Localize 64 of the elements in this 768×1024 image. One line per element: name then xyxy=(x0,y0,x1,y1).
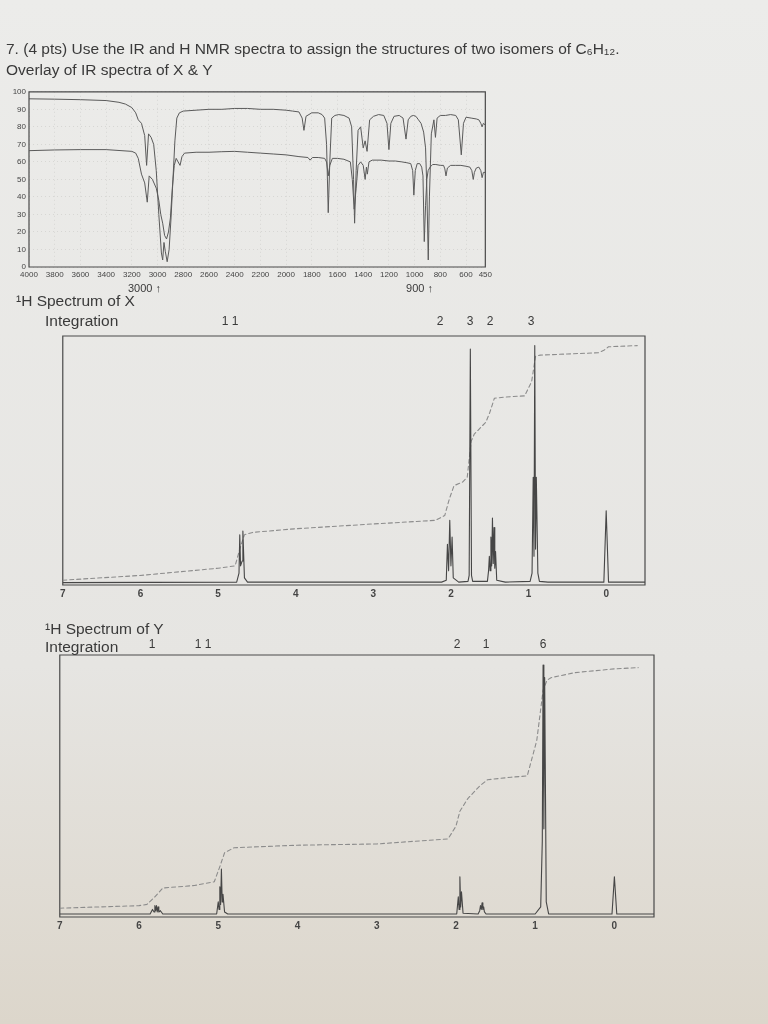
text: 3 xyxy=(466,314,474,329)
x-tick-label: 7 xyxy=(60,587,66,599)
text: 3 xyxy=(527,314,535,329)
y-tick-label: 40 xyxy=(17,192,27,202)
y-tick-label: 50 xyxy=(17,174,27,184)
x-tick-label: 3800 xyxy=(45,270,65,279)
x-tick-label: 3000 xyxy=(148,270,167,279)
y-tick-label: 30 xyxy=(17,209,27,219)
x-tick-label: 2600 xyxy=(200,270,219,279)
x-tick-label: 4 xyxy=(292,587,299,599)
x-tick-label: 1 xyxy=(525,587,532,599)
text: 2 xyxy=(453,637,461,652)
y-tick-label: 60 xyxy=(17,157,27,167)
x-tick-label: 6 xyxy=(137,587,144,599)
x-tick-label: 3 xyxy=(373,919,380,931)
x-tick-label: 7 xyxy=(57,919,63,931)
y-tick-label: 20 xyxy=(17,227,27,237)
x-tick-label: 2 xyxy=(453,919,460,931)
x-tick-label: 3200 xyxy=(122,270,142,279)
x-tick-label: 0 xyxy=(611,919,618,931)
text: 900 ↑ xyxy=(406,282,433,295)
x-tick-label: 0 xyxy=(603,587,610,599)
x-tick-label: 5 xyxy=(215,919,222,931)
y-tick-label: 0 xyxy=(21,262,27,272)
x-tick-label: 1800 xyxy=(302,270,322,279)
x-tick-label: 2000 xyxy=(277,270,296,279)
x-tick-label: 1 xyxy=(532,919,539,931)
x-tick-label: 3 xyxy=(370,587,377,599)
text: 1 xyxy=(482,637,490,652)
text: Integration xyxy=(45,312,119,330)
x-tick-label: 1200 xyxy=(380,270,399,279)
text: 1 xyxy=(148,637,156,652)
y-tick-label: 90 xyxy=(17,104,27,114)
x-tick-label: 4000 xyxy=(20,270,39,279)
chart-title: 7. (4 pts) Use the IR and H NMR spectra to assign the structures of two isomers of C₆H₁₂. xyxy=(6,40,620,58)
x-tick-label: 4 xyxy=(294,919,301,931)
chart-title: ¹H Spectrum of X xyxy=(16,292,135,310)
chart-subtitle: Overlay of IR spectra of X & Y xyxy=(6,61,213,79)
x-tick-label: 2 xyxy=(448,587,455,599)
y-tick-label: 10 xyxy=(17,244,27,254)
y-tick-label: 80 xyxy=(17,122,27,132)
x-tick-label: 2200 xyxy=(251,270,270,279)
x-tick-label: 600 xyxy=(459,270,474,279)
x-tick-label: 6 xyxy=(136,919,143,931)
text: 1 1 xyxy=(221,314,239,329)
y-tick-label: 70 xyxy=(17,139,27,149)
x-tick-label: 800 xyxy=(433,270,448,279)
x-tick-label: 3400 xyxy=(97,270,116,279)
y-tick-label: 100 xyxy=(12,87,27,96)
text: 2 xyxy=(486,314,494,329)
x-tick-label: 1000 xyxy=(405,270,425,279)
x-tick-label: 450 xyxy=(478,270,493,279)
x-tick-label: 2800 xyxy=(174,270,193,279)
text: 2 xyxy=(436,314,444,329)
x-tick-label: 2400 xyxy=(225,270,245,279)
x-tick-label: 5 xyxy=(215,587,222,599)
x-tick-label: 1600 xyxy=(328,270,347,279)
text: 6 xyxy=(539,637,547,652)
text: 1 1 xyxy=(194,637,212,652)
x-tick-label: 3600 xyxy=(71,270,90,279)
text: Integration xyxy=(45,638,119,656)
chart-title: ¹H Spectrum of Y xyxy=(45,620,164,638)
text: 3000 ↑ xyxy=(127,282,161,295)
x-tick-label: 1400 xyxy=(354,270,373,279)
